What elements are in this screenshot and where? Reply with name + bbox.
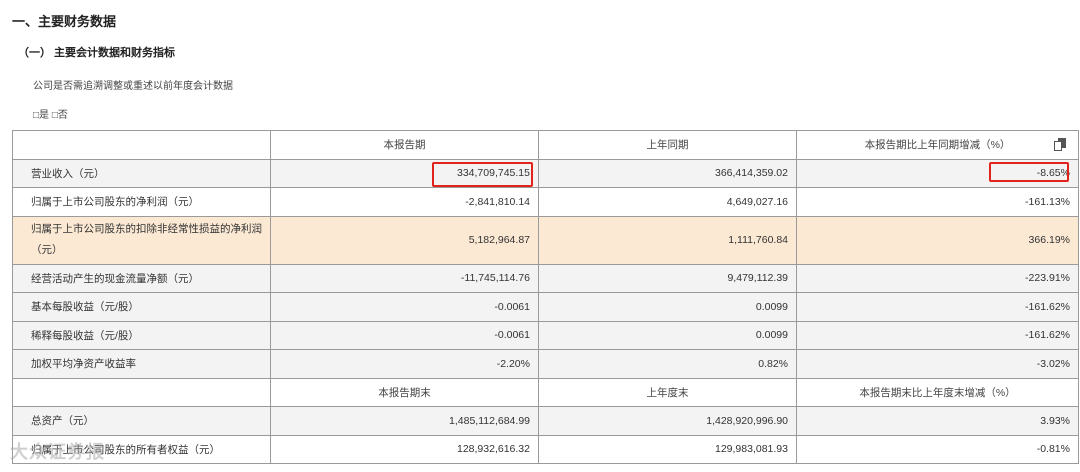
header-change-label: 本报告期比上年同期增减（%） <box>864 139 1011 152</box>
row-label: 稀释每股收益（元/股） <box>12 320 271 350</box>
cell-change: 366.19% <box>796 215 1079 265</box>
financial-data-table: 本报告期 上年同期 本报告期比上年同期增减（%） 营业收入（元） 334,709… <box>12 130 1079 464</box>
table-header-row-2: 本报告期末 上年度末 本报告期末比上年度末增减（%） <box>12 377 1079 407</box>
header-blank <box>12 130 271 160</box>
highlight-box-revenue <box>432 162 533 187</box>
row-label: 基本每股收益（元/股） <box>12 292 271 322</box>
cell-current: -0.0061 <box>270 292 539 322</box>
cell-prior: 0.0099 <box>538 320 797 350</box>
header-period-end: 本报告期末 <box>270 377 539 407</box>
cell-prior: 1,428,920,996.90 <box>538 406 797 436</box>
restatement-question: 公司是否需追溯调整或重述以前年度会计数据 <box>33 81 233 92</box>
table-row-revenue: 营业收入（元） 334,709,745.15 366,414,359.02 -8… <box>12 158 1079 188</box>
table-row-roe: 加权平均净资产收益率 -2.20% 0.82% -3.02% <box>12 349 1079 379</box>
cell-change: -161.13% <box>796 187 1079 217</box>
header-prior-year-end: 上年度末 <box>538 377 797 407</box>
cell-prior: 0.0099 <box>538 292 797 322</box>
row-label: 归属于上市公司股东的净利润（元） <box>12 187 271 217</box>
cell-change: -161.62% <box>796 292 1079 322</box>
cell-change: -0.81% <box>796 434 1079 464</box>
header-change-end: 本报告期末比上年度末增减（%） <box>796 377 1079 407</box>
table-header-row: 本报告期 上年同期 本报告期比上年同期增减（%） <box>12 130 1079 160</box>
subsection-title: （一） 主要会计数据和财务指标 <box>18 47 176 59</box>
row-label: 经营活动产生的现金流量净额（元） <box>12 263 271 293</box>
highlight-box-revenue-change <box>989 162 1069 182</box>
watermark: 大众证券报 <box>10 442 105 462</box>
table-row-equity: 归属于上市公司股东的所有者权益（元） 128,932,616.32 129,98… <box>12 434 1079 464</box>
cell-current: 128,932,616.32 <box>270 434 539 464</box>
table-row-basic-eps: 基本每股收益（元/股） -0.0061 0.0099 -161.62% <box>12 292 1079 322</box>
header-prior-period: 上年同期 <box>538 130 797 160</box>
header-change: 本报告期比上年同期增减（%） <box>796 130 1079 160</box>
cell-prior: 0.82% <box>538 349 797 379</box>
row-label: 营业收入（元） <box>12 158 271 188</box>
cell-prior: 129,983,081.93 <box>538 434 797 464</box>
cell-prior: 366,414,359.02 <box>538 158 797 188</box>
cell-current: -2.20% <box>270 349 539 379</box>
table-row-adjusted-net-profit: 归属于上市公司股东的扣除非经常性损益的净利润（元） 5,182,964.87 1… <box>12 215 1079 265</box>
cell-current: 5,182,964.87 <box>270 215 539 265</box>
restatement-choice: □是 □否 <box>33 110 68 121</box>
row-label: 归属于上市公司股东的所有者权益（元） <box>12 434 271 464</box>
cell-prior: 4,649,027.16 <box>538 187 797 217</box>
header-blank <box>12 377 271 407</box>
cell-current: 1,485,112,684.99 <box>270 406 539 436</box>
cell-current: -2,841,810.14 <box>270 187 539 217</box>
cell-current: -0.0061 <box>270 320 539 350</box>
cell-change: -3.02% <box>796 349 1079 379</box>
section-title: 一、主要财务数据 <box>12 14 117 29</box>
row-label: 总资产（元） <box>12 406 271 436</box>
header-current-period: 本报告期 <box>270 130 539 160</box>
cell-change: 3.93% <box>796 406 1079 436</box>
table-row-total-assets: 总资产（元） 1,485,112,684.99 1,428,920,996.90… <box>12 406 1079 436</box>
row-label: 归属于上市公司股东的扣除非经常性损益的净利润（元） <box>12 215 271 265</box>
table-row-diluted-eps: 稀释每股收益（元/股） -0.0061 0.0099 -161.62% <box>12 320 1079 350</box>
copy-icon[interactable] <box>1054 138 1066 151</box>
cell-prior: 1,111,760.84 <box>538 215 797 265</box>
table-row-net-profit: 归属于上市公司股东的净利润（元） -2,841,810.14 4,649,027… <box>12 187 1079 217</box>
cell-current: -11,745,114.76 <box>270 263 539 293</box>
cell-prior: 9,479,112.39 <box>538 263 797 293</box>
table-row-operating-cashflow: 经营活动产生的现金流量净额（元） -11,745,114.76 9,479,11… <box>12 263 1079 293</box>
cell-change: -161.62% <box>796 320 1079 350</box>
row-label: 加权平均净资产收益率 <box>12 349 271 379</box>
cell-change: -223.91% <box>796 263 1079 293</box>
